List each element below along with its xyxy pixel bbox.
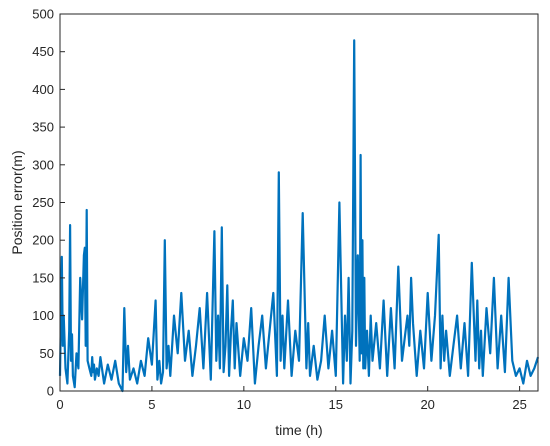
- y-tick-label: 100: [32, 308, 54, 323]
- x-tick-label: 5: [148, 397, 155, 412]
- y-tick-label: 150: [32, 270, 54, 285]
- x-tick-label: 25: [512, 397, 526, 412]
- y-ticks: 0 50 100 150 200 250 300 350 400 450 500: [32, 7, 65, 399]
- plot-frame: [59, 13, 539, 392]
- series-layer: [58, 39, 540, 393]
- x-tick-label: 15: [329, 397, 343, 412]
- x-tick-label: 0: [56, 397, 63, 412]
- y-tick-label: 400: [32, 82, 54, 97]
- y-tick-label: 350: [32, 120, 54, 135]
- y-tick-label: 450: [32, 44, 54, 59]
- y-axis-label: Position error(m): [9, 150, 25, 254]
- y-tick-label: 300: [32, 157, 54, 172]
- y-tick-label: 500: [32, 7, 54, 22]
- y-tick-label: 50: [40, 346, 54, 361]
- y-tick-label: 250: [32, 195, 54, 210]
- x-axis-label: time (h): [275, 422, 322, 438]
- y-tick-label: 200: [32, 233, 54, 248]
- series-line: [58, 39, 540, 393]
- x-tick-label: 10: [237, 397, 251, 412]
- x-tick-label: 20: [420, 397, 434, 412]
- x-ticks: 0 5 10 15 20 25: [56, 386, 527, 412]
- y-tick-label: 0: [47, 384, 54, 399]
